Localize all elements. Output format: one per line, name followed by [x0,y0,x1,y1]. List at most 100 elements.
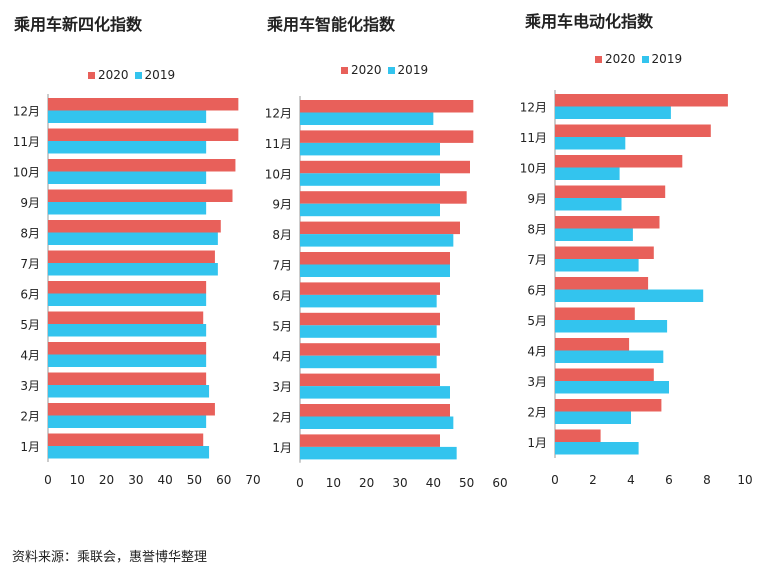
bar-2019-4 [555,350,664,363]
category-label: 5月 [20,318,40,332]
bar-2019-2 [48,415,207,428]
category-label: 7月 [272,259,292,273]
bar-2020-10 [555,155,683,168]
category-label: 11月 [13,135,40,149]
bar-2020-1 [555,429,601,442]
chart-legend: 2020 2019 [341,63,434,77]
legend-label-2020: 2020 [605,52,636,66]
bar-2020-7 [48,250,215,263]
bar-2019-3 [48,385,210,398]
bar-2019-2 [300,416,454,429]
chart-title: 乘用车电动化指数 [525,12,654,31]
category-label: 11月 [265,137,292,151]
bar-2019-12 [555,106,671,119]
x-tick-label: 10 [737,473,752,487]
category-label: 8月 [272,228,292,242]
category-label: 9月 [272,198,292,212]
bar-2019-10 [555,167,620,180]
bar-2019-9 [555,198,622,211]
legend-item-2019: 2019 [641,52,682,66]
legend-item-2020: 2020 [595,52,636,66]
bar-2020-4 [555,338,630,351]
x-tick-label: 2 [589,473,597,487]
legend-swatch-2020 [88,71,95,79]
category-label: 5月 [527,314,547,328]
legend-label-2020: 2020 [351,63,382,77]
bar-2019-2 [555,411,631,424]
legend-item-2020: 2020 [341,63,382,77]
category-label: 11月 [520,131,547,145]
x-tick-label: 0 [44,473,52,487]
bar-2019-7 [300,264,450,277]
bar-2020-5 [300,312,440,326]
bar-2020-3 [555,368,654,381]
x-tick-label: 0 [551,473,559,487]
x-tick-label: 30 [128,473,143,487]
x-tick-label: 0 [296,476,304,490]
category-label: 6月 [20,288,40,302]
category-label: 8月 [527,223,547,237]
bar-2020-12 [555,94,728,107]
x-tick-label: 70 [245,473,260,487]
bar-2019-6 [300,294,437,308]
x-tick-label: 30 [392,476,407,490]
bar-2019-1 [555,442,639,455]
bar-2020-12 [48,98,239,111]
category-label: 12月 [520,101,547,115]
bar-2020-6 [555,277,649,290]
x-tick-label: 40 [426,476,441,490]
legend-swatch-2019 [387,66,395,74]
bar-2019-3 [300,386,450,399]
category-label: 3月 [20,379,40,393]
chart-title: 乘用车智能化指数 [267,15,396,34]
bar-2020-10 [48,159,236,172]
chart-electric: 乘用车电动化指数 2020 2019 1月 2月 3月 4月 5月 6月 7月 8月 9月 10月… [510,0,765,500]
bar-2019-10 [48,171,207,184]
x-tick-label: 20 [359,476,374,490]
category-label: 8月 [20,227,40,241]
bar-2019-9 [300,203,440,217]
bar-2020-1 [300,434,440,447]
bar-2019-11 [48,141,207,154]
bar-2019-6 [555,289,704,302]
category-label: 3月 [527,375,547,389]
bar-2020-11 [48,128,239,141]
category-label: 4月 [20,349,40,363]
chart-title: 乘用车新四化指数 [14,15,143,34]
x-tick-label: 40 [158,473,173,487]
bar-2019-4 [300,355,437,369]
bar-2020-1 [48,433,204,446]
legend-label-2019: 2019 [144,68,176,82]
bar-2020-5 [48,311,204,324]
x-tick-label: 10 [70,473,85,487]
bar-2020-8 [48,220,221,233]
legend-label-2019: 2019 [397,63,429,77]
category-label: 6月 [272,289,292,303]
legend-item-2019: 2019 [387,63,429,77]
legend-item-2020: 2020 [88,68,129,82]
bar-2020-9 [555,185,666,198]
x-tick-label: 10 [326,476,341,490]
bar-2019-8 [300,234,454,247]
category-label: 1月 [272,441,292,455]
bar-2020-11 [555,124,711,137]
bar-2019-10 [300,173,440,186]
bar-2019-11 [555,137,626,150]
legend-swatch-2020 [595,55,602,63]
category-label: 3月 [272,380,292,394]
x-tick-label: 8 [703,473,711,487]
bar-2019-5 [555,320,668,333]
category-label: 9月 [20,196,40,210]
bar-2020-9 [300,191,467,204]
bar-2019-12 [300,112,434,125]
bar-2020-7 [555,246,654,259]
bar-2020-8 [300,221,460,235]
bar-2020-10 [300,160,470,174]
legend-swatch-2019 [641,55,649,63]
bar-2020-7 [300,252,450,265]
category-label: 7月 [527,253,547,267]
category-label: 2月 [272,411,292,425]
bar-2020-3 [300,373,440,387]
chart-plot: 1月 2月 3月 4月 5月 6月 7月 8月 9月 10月 11月 12月 0 10 20 30 40 50 60… [13,94,260,487]
bar-2020-8 [555,216,660,229]
